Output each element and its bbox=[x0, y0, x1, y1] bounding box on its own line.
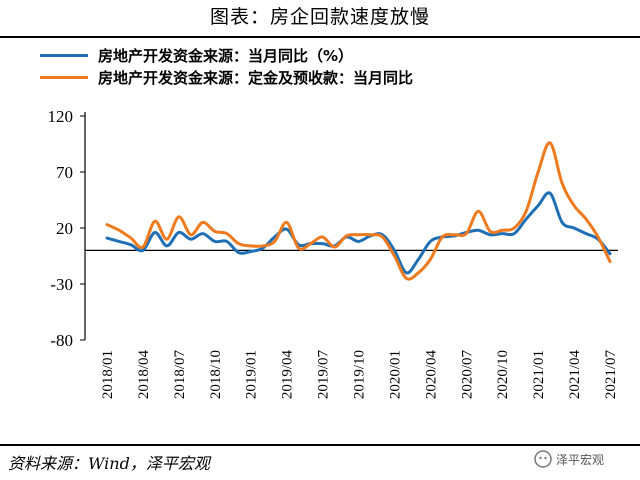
x-tick-label: 2020/07 bbox=[459, 350, 475, 400]
y-tick-label: -80 bbox=[50, 331, 73, 350]
x-tick-label: 2020/10 bbox=[495, 350, 511, 399]
y-tick-label: -30 bbox=[50, 275, 73, 294]
source-note: 资料来源：Wind，泽平宏观 bbox=[8, 454, 210, 473]
legend-swatch-series1 bbox=[40, 53, 88, 57]
x-tick-label: 2018/07 bbox=[172, 350, 188, 400]
chart-title: 图表：房企回款速度放慢 bbox=[209, 6, 430, 28]
legend-swatch-series2 bbox=[40, 75, 88, 79]
wechat-logo-icon bbox=[534, 450, 552, 468]
x-tick-label: 2021/07 bbox=[603, 350, 619, 400]
legend-label-series1: 房地产开发资金来源：当月同比（%） bbox=[98, 46, 354, 65]
x-tick-label: 2019/10 bbox=[352, 350, 368, 399]
x-tick-label: 2018/01 bbox=[100, 350, 116, 399]
x-tick-label: 2018/04 bbox=[136, 350, 152, 400]
top-rule bbox=[0, 36, 640, 38]
watermark-label: 泽平宏观 bbox=[556, 452, 605, 467]
x-tick-label: 2020/01 bbox=[387, 350, 403, 399]
x-tick-label: 2020/04 bbox=[423, 350, 439, 400]
x-tick-label: 2018/10 bbox=[208, 350, 224, 399]
x-tick-label: 2019/07 bbox=[316, 350, 332, 400]
bottom-rule bbox=[0, 444, 640, 446]
legend-item-series1: 房地产开发资金来源：当月同比（%） bbox=[40, 44, 630, 66]
x-tick-label: 2021/04 bbox=[567, 350, 583, 400]
y-tick-label: 70 bbox=[56, 163, 73, 182]
legend: 房地产开发资金来源：当月同比（%） 房地产开发资金来源：定金及预收款：当月同比 bbox=[40, 44, 630, 88]
x-tick-label: 2021/01 bbox=[531, 350, 547, 399]
legend-label-series2: 房地产开发资金来源：定金及预收款：当月同比 bbox=[98, 68, 414, 87]
series-line-1 bbox=[105, 191, 612, 275]
watermark: 泽平宏观 bbox=[534, 448, 604, 470]
x-tick-label: 2019/04 bbox=[280, 350, 296, 400]
series-line-2 bbox=[105, 141, 612, 281]
x-tick-label: 2019/01 bbox=[244, 350, 260, 399]
y-tick-label: 20 bbox=[56, 219, 73, 238]
y-tick-label: 120 bbox=[48, 107, 74, 126]
legend-item-series2: 房地产开发资金来源：定金及预收款：当月同比 bbox=[40, 66, 630, 88]
line-chart: 120 70 20 -30 -80 2018/01 2018/04 2018/07 2018/1… bbox=[48, 107, 620, 400]
